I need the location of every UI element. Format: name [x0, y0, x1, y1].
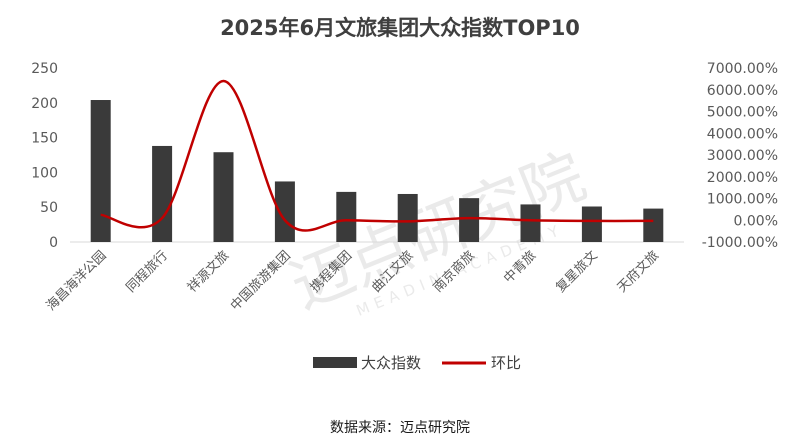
y-left-tick-label: 250	[31, 61, 58, 77]
chart-title: 2025年6月文旅集团大众指数TOP10	[220, 16, 580, 40]
y-left-tick-label: 200	[31, 96, 58, 112]
bar	[520, 204, 541, 242]
category-label: 同程旅行	[124, 248, 171, 295]
bar	[213, 152, 234, 242]
legend: 大众指数 环比	[313, 354, 521, 372]
y-left-tick-label: 150	[31, 131, 58, 147]
bar	[90, 100, 111, 243]
watermark: 迈点研究院 MEADIN ACADEMY	[280, 139, 595, 323]
category-label: 祥源文旅	[185, 248, 232, 295]
y-right-tick-label: 0.00%	[734, 213, 778, 229]
y-right-tick-label: -1000.00%	[702, 235, 778, 251]
legend-bar-swatch	[313, 357, 357, 368]
y-left-tick-label: 100	[31, 165, 58, 181]
bar	[274, 181, 295, 242]
bar	[336, 191, 357, 242]
y-left-tick-label: 50	[40, 200, 58, 216]
line-path	[100, 79, 654, 232]
bar	[643, 208, 664, 242]
y-left-axis: 0 50 100 150 200 250	[31, 61, 58, 251]
category-label: 天府文旅	[615, 248, 662, 295]
y-right-tick-label: 3000.00%	[707, 148, 778, 164]
line-series	[100, 79, 654, 232]
y-right-tick-label: 6000.00%	[707, 83, 778, 99]
y-right-tick-label: 1000.00%	[707, 192, 778, 208]
bar	[152, 145, 173, 242]
category-label: 复星旅文	[553, 248, 600, 295]
y-right-tick-label: 4000.00%	[707, 126, 778, 142]
category-label: 海昌海洋公园	[44, 248, 110, 314]
y-right-tick-label: 2000.00%	[707, 170, 778, 186]
data-source: 数据来源：迈点研究院	[330, 420, 470, 436]
category-label: 中国旅游集团	[227, 248, 293, 314]
y-right-tick-label: 5000.00%	[707, 105, 778, 121]
bar	[581, 206, 602, 242]
bar	[459, 198, 480, 242]
bar-series	[90, 100, 664, 243]
legend-line-label: 环比	[491, 354, 521, 372]
y-right-axis: -1000.00% 0.00% 1000.00% 2000.00% 3000.00% 40…	[702, 61, 778, 251]
legend-bar-label: 大众指数	[361, 354, 421, 372]
y-right-tick-label: 7000.00%	[707, 61, 778, 77]
bar	[397, 193, 418, 242]
y-left-tick-label: 0	[49, 235, 58, 251]
